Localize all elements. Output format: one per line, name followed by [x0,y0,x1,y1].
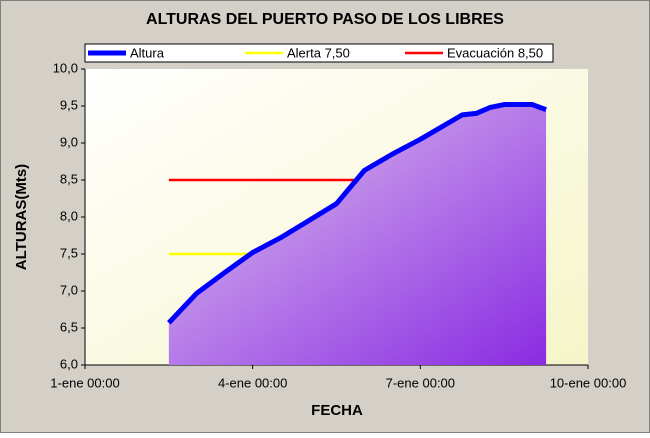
y-tick-label: 8,0 [60,208,78,223]
x-axis-label: FECHA [311,402,363,419]
y-tick-label: 7,5 [60,245,78,260]
legend [84,43,554,63]
area [168,104,547,366]
series-line [167,102,547,325]
y-axis-label: ALTURAS(Mts) [13,164,30,270]
y-tick-label: 8,5 [60,171,78,186]
y-tick-label: 6,5 [60,319,78,334]
y-tick-label: 9,0 [60,134,78,149]
x-tick-label: 7-ene 00:00 [386,375,455,390]
x-tick-label: 1-ene 00:00 [50,375,119,390]
chart-title: ALTURAS DEL PUERTO PASO DE LOS LIBRES [146,11,504,28]
y-tick-label: 7,0 [60,282,78,297]
x-tick-label: 4-ene 00:00 [218,375,287,390]
y-tick-label: 10,0 [53,60,78,75]
y-tick-label: 9,5 [60,97,78,112]
x-tick-label: 10-ene 00:00 [550,375,627,390]
legend-label: Evacuación 8,50 [447,45,543,60]
legend-label: Alerta 7,50 [287,45,350,60]
y-tick-label: 6,0 [60,356,78,371]
legend-label: Altura [130,45,165,60]
